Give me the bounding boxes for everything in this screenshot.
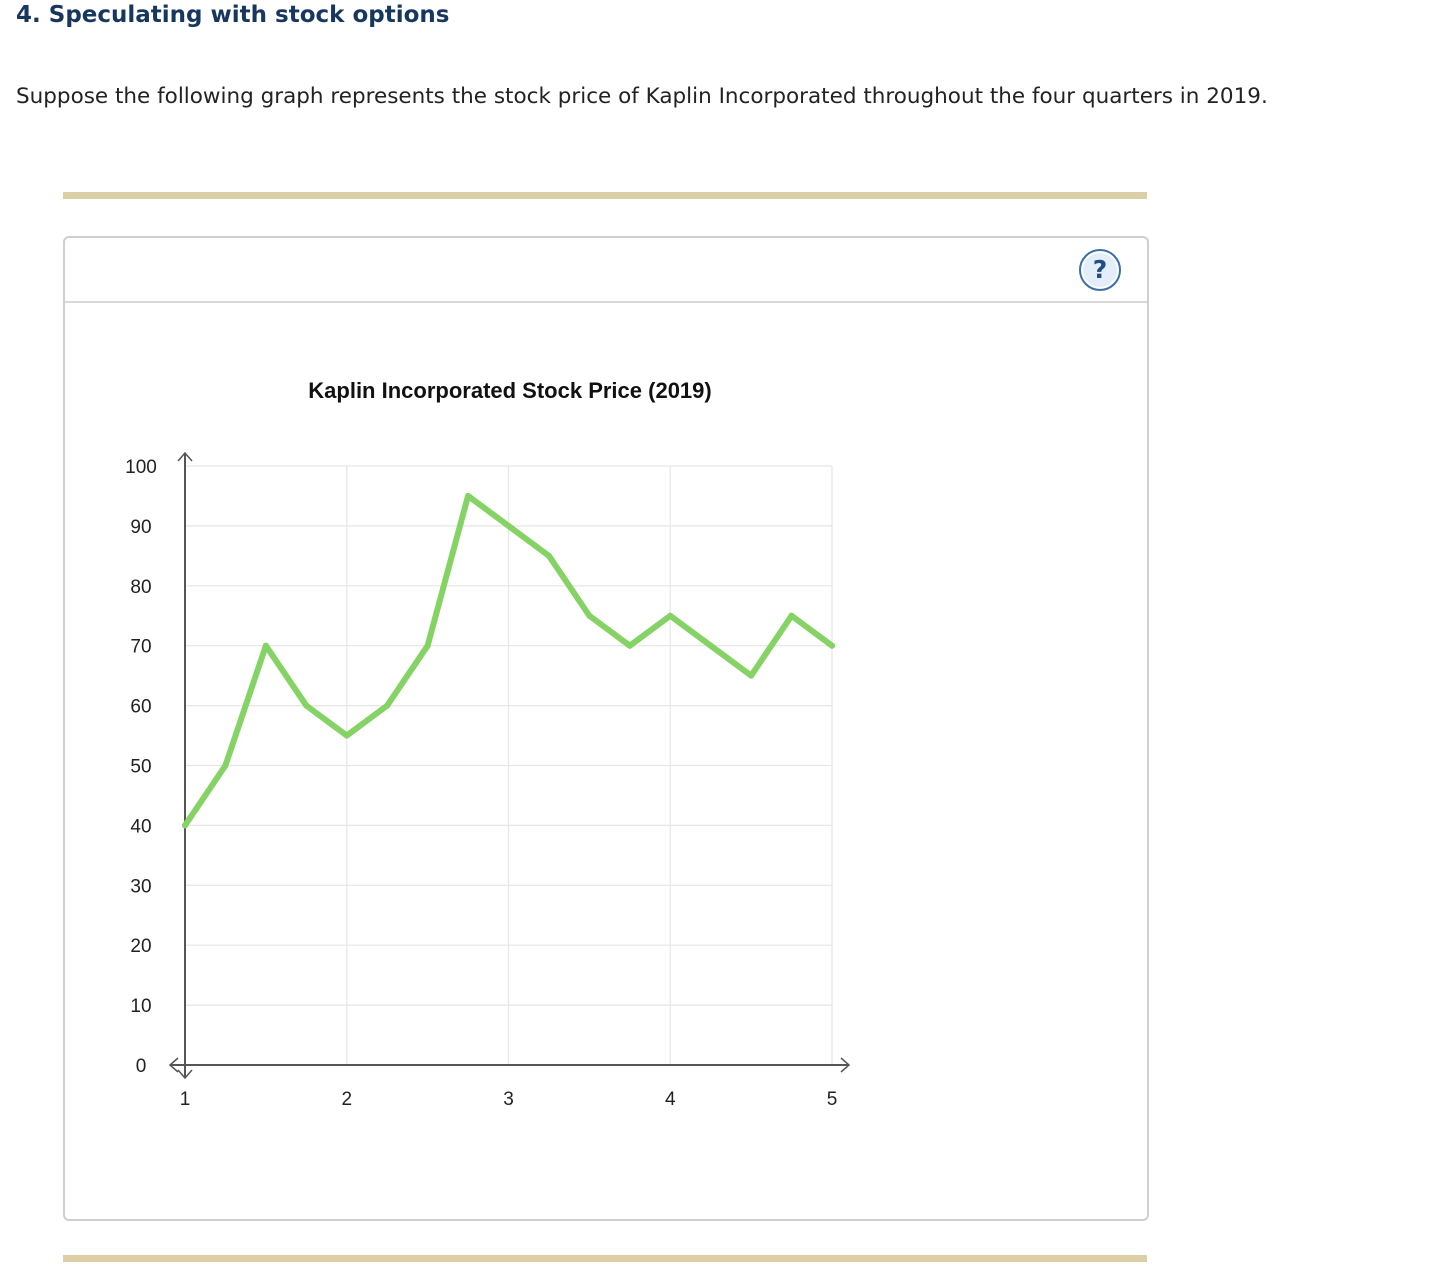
data-point: [222, 762, 229, 769]
series-line-segment: [667, 612, 714, 649]
x-tick-label: 1: [180, 1089, 191, 1110]
series-line-segment: [626, 612, 674, 649]
series-line-segment: [182, 762, 229, 829]
series-line-segment: [788, 612, 835, 649]
y-tick-label: 70: [130, 637, 151, 658]
chart-series: [182, 492, 835, 829]
data-point: [586, 612, 593, 619]
y-tick-label: 40: [130, 816, 151, 837]
y-tick-label: 60: [130, 697, 151, 718]
bottom-divider: [63, 1255, 1147, 1262]
data-point: [707, 642, 714, 649]
y-tick-label: 20: [130, 936, 151, 957]
data-point: [262, 642, 269, 649]
series-line-segment: [505, 522, 552, 559]
page-heading: 4. Speculating with stock options: [16, 2, 450, 28]
intro-text: Suppose the following graph represents t…: [16, 84, 1268, 109]
x-tick-label: 2: [341, 1089, 352, 1110]
y-tick-label: 90: [130, 517, 151, 538]
top-divider: [63, 192, 1147, 199]
data-point: [748, 672, 755, 679]
series-line-segment: [465, 492, 512, 529]
data-point: [303, 702, 310, 709]
chart-axes: [168, 451, 851, 1080]
question-mark-icon: ?: [1092, 255, 1108, 284]
x-tick-label: 3: [503, 1089, 514, 1110]
data-point: [505, 522, 512, 529]
data-point: [626, 642, 633, 649]
series-line-segment: [545, 552, 593, 619]
data-point: [384, 702, 391, 709]
chart-grid: [185, 465, 833, 1065]
series-line-segment: [424, 492, 472, 649]
y-tick-label: 30: [130, 876, 151, 897]
graph-panel: ?: [63, 236, 1149, 1221]
series-line-segment: [707, 642, 755, 679]
data-point: [182, 822, 188, 829]
y-tick-label: 0: [136, 1056, 147, 1077]
data-point: [545, 552, 552, 559]
panel-toolbar: ?: [65, 238, 1147, 303]
data-point: [465, 492, 472, 499]
data-point: [788, 612, 795, 619]
y-axis-arrow-down: [177, 1069, 193, 1080]
chart-tick-labels: 0 10 20 30 40 50 60 70 80 90 100 1 2 3 4 5: [125, 457, 837, 1110]
series-line-segment: [343, 702, 391, 739]
data-point: [424, 642, 431, 649]
series-line-segment: [586, 612, 633, 649]
series-line-segment: [222, 642, 269, 769]
y-tick-label: 50: [130, 757, 151, 778]
help-button[interactable]: ?: [1079, 249, 1121, 291]
x-tick-label: 4: [665, 1089, 676, 1110]
y-tick-label: 80: [130, 577, 151, 598]
series-line-segment: [748, 612, 795, 679]
series-line-segment: [262, 642, 310, 709]
series-line-segment: [384, 642, 431, 709]
y-tick-label: 10: [130, 996, 151, 1017]
data-point: [829, 642, 835, 649]
y-tick-label: 100: [125, 457, 157, 478]
data-point: [343, 732, 350, 739]
data-point: [667, 612, 674, 619]
x-axis-arrow-right: [840, 1057, 851, 1073]
x-tick-label: 5: [827, 1089, 838, 1110]
x-axis-arrow-left: [168, 1057, 179, 1073]
y-axis-arrow-up: [177, 451, 193, 462]
chart-title: Kaplin Incorporated Stock Price (2019): [308, 378, 711, 403]
series-line-segment: [303, 702, 350, 739]
